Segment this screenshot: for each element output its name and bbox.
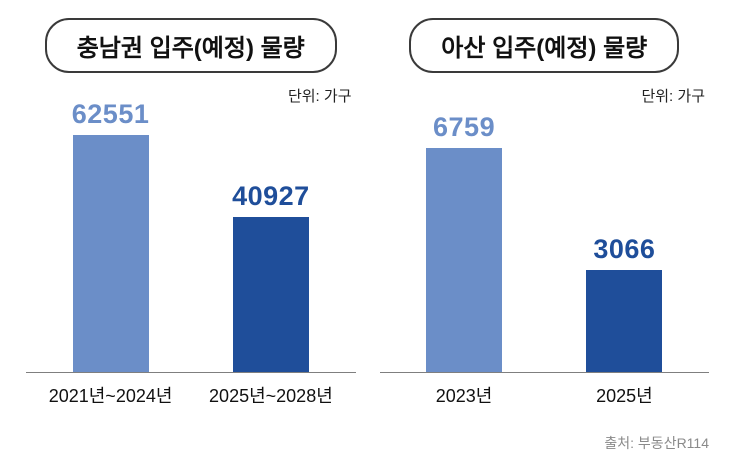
chart-title-asan: 아산 입주(예정) 물량 <box>409 18 680 73</box>
bar <box>232 217 309 372</box>
bar-group: 62551 <box>35 99 187 372</box>
x-axis-tick-label: 2025년~2028년 <box>209 386 333 406</box>
charts-row: 충남권 입주(예정) 물량 단위: 가구 62551 40927 2021년~2… <box>14 18 721 408</box>
source-credit: 출처: 부동산R114 <box>604 435 709 451</box>
bar <box>72 135 149 372</box>
bar-group: 40927 <box>195 181 347 372</box>
chart-title-chungnam: 충남권 입주(예정) 물량 <box>44 18 337 73</box>
x-axis-labels: 2023년 2025년 <box>380 382 710 408</box>
x-axis-labels: 2021년~2024년 2025년~2028년 <box>26 382 356 408</box>
plot-area-asan: 6759 3066 <box>379 108 709 373</box>
bar-value-label: 62551 <box>71 99 150 129</box>
chart-panel-asan: 아산 입주(예정) 물량 단위: 가구 6759 3066 2023년 2025… <box>368 18 722 408</box>
bar-group: 6759 <box>388 112 540 372</box>
bar-value-label: 3066 <box>593 234 656 264</box>
x-axis-tick-label: 2023년 <box>435 386 493 406</box>
x-axis-tick-label: 2021년~2024년 <box>48 386 173 406</box>
plot-area-chungnam: 62551 40927 <box>26 99 356 373</box>
bar <box>586 270 663 372</box>
bar-value-label: 40927 <box>232 181 310 211</box>
bar-value-label: 6759 <box>433 112 496 142</box>
bar-group: 3066 <box>549 234 701 372</box>
unit-label-asan: 단위: 가구 <box>641 88 705 105</box>
chart-panel-chungnam: 충남권 입주(예정) 물량 단위: 가구 62551 40927 2021년~2… <box>14 18 368 408</box>
bar <box>426 148 503 372</box>
unit-label-chungnam: 단위: 가구 <box>287 88 352 105</box>
x-axis-tick-label: 2025년 <box>596 386 653 406</box>
